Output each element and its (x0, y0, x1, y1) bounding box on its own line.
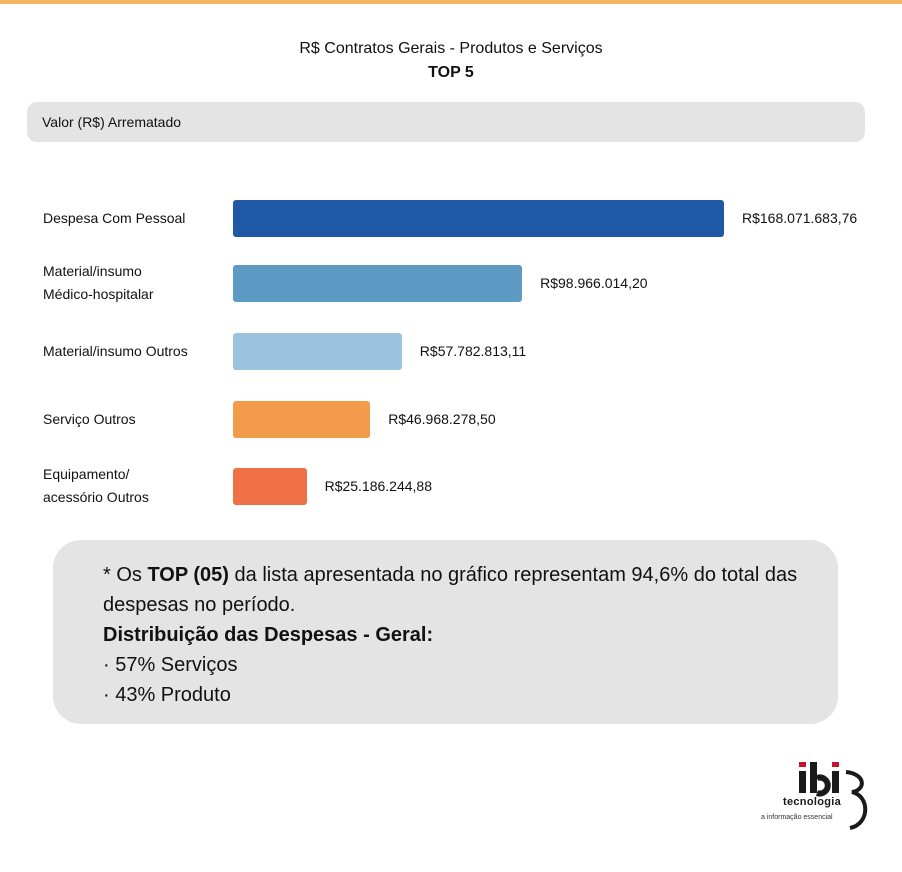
chart-title: R$ Contratos Gerais - Produtos e Serviço… (299, 40, 603, 57)
note-box: * Os TOP (05) da lista apresentada no gr… (53, 540, 838, 724)
value-label: R$98.966.014,20 (540, 275, 648, 291)
note-heading: Distribuição das Despesas - Geral: (103, 624, 434, 646)
category-label: Despesa Com Pessoal (43, 209, 186, 226)
value-header: Valor (R$) Arrematado (27, 102, 865, 142)
logo-tagline: a informação essencial (761, 814, 833, 821)
category-label: Material/insumo Médico-hospitalar (43, 263, 154, 302)
note-suffix: da lista apresentada no gráfico represen… (103, 564, 798, 616)
ibi-logo-mark (799, 762, 868, 830)
bar (233, 199, 724, 237)
note-item-products: · 43% Produto (103, 684, 231, 706)
note-prefix: * Os (103, 564, 148, 586)
logo-name: tecnologia (783, 796, 842, 808)
value-label: R$25.186.244,88 (324, 478, 433, 494)
note-text: * Os TOP (05) da lista apresentada no gr… (103, 560, 818, 620)
chart-subtitle: TOP 5 (428, 64, 474, 81)
bar (233, 467, 307, 505)
ibi-logo: tecnologia a informação essencial (758, 760, 883, 835)
category-label: Material/insumo Outros (43, 342, 188, 359)
top-accent-line (0, 0, 902, 4)
category-label: Equipamento/ acessório Outros (43, 466, 149, 505)
category-label: Serviço Outros (43, 410, 136, 427)
note-bold: TOP (05) (147, 564, 229, 586)
bar (233, 400, 371, 438)
note-item-services: · 57% Serviços (103, 654, 238, 676)
bar (233, 264, 523, 302)
value-label: R$46.968.278,50 (388, 411, 496, 427)
value-label: R$168.071.683,76 (742, 210, 858, 226)
bar (233, 332, 402, 370)
value-label: R$57.782.813,11 (419, 343, 527, 359)
